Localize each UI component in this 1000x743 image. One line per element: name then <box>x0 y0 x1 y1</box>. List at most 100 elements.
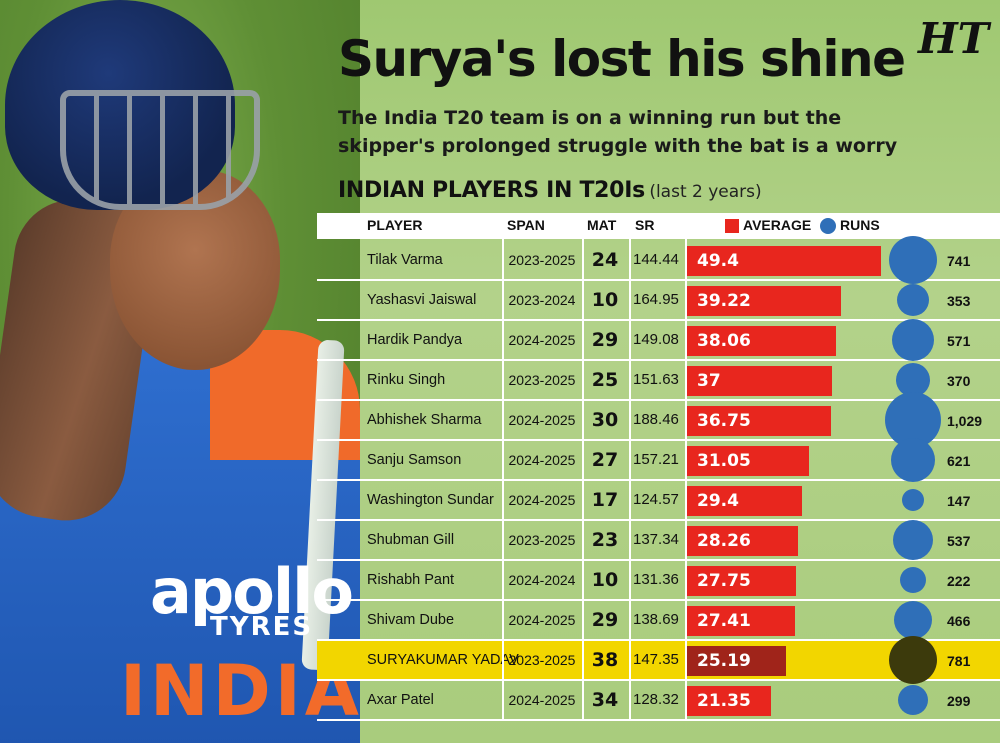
player-name: Sanju Samson <box>367 452 462 468</box>
runs-legend-swatch <box>820 218 836 234</box>
average-legend-swatch <box>725 219 739 233</box>
runs-bubble <box>896 363 930 397</box>
average-bar <box>687 686 771 716</box>
stats-table: PLAYER SPAN MAT SR AVERAGE RUNS Tilak Va… <box>317 213 1000 743</box>
player-strike-rate: 164.95 <box>633 291 679 308</box>
player-span: 2023-2025 <box>508 372 576 388</box>
player-strike-rate: 138.69 <box>633 611 679 628</box>
player-name: SURYAKUMAR YADAV <box>367 652 519 668</box>
runs-label: 1,029 <box>947 413 983 429</box>
jersey-sponsor-sub: TYRES <box>210 612 314 642</box>
player-strike-rate: 147.35 <box>633 651 679 668</box>
player-matches: 10 <box>591 289 619 311</box>
player-span: 2024-2025 <box>508 612 576 628</box>
column-divider <box>582 213 584 721</box>
player-span: 2024-2024 <box>508 572 576 588</box>
player-matches: 29 <box>591 609 619 631</box>
player-strike-rate: 128.32 <box>633 691 679 708</box>
player-matches: 17 <box>591 489 619 511</box>
average-label: 38.06 <box>697 331 751 351</box>
runs-bubble <box>889 236 937 284</box>
table-row: Shivam Dube 2024-2025 29 138.69 27.41 466 <box>317 601 1000 641</box>
player-matches: 38 <box>591 649 619 671</box>
table-row: Rinku Singh 2023-2025 25 151.63 37 370 <box>317 361 1000 401</box>
helmet-grille <box>60 90 260 210</box>
column-divider <box>502 213 504 721</box>
runs-label: 537 <box>947 533 971 549</box>
table-row: Rishabh Pant 2024-2024 10 131.36 27.75 222 <box>317 561 1000 601</box>
runs-label: 466 <box>947 613 971 629</box>
player-strike-rate: 151.63 <box>633 371 679 388</box>
player-photo: apollo TYRES INDIA <box>0 0 360 743</box>
average-label: 25.19 <box>697 651 751 671</box>
runs-label: 353 <box>947 293 971 309</box>
player-name: Yashasvi Jaiswal <box>367 292 477 308</box>
average-bar <box>687 446 809 476</box>
header-span: SPAN <box>507 217 545 233</box>
table-row: Abhishek Sharma 2024-2025 30 188.46 36.75 1,0… <box>317 392 1000 448</box>
player-strike-rate: 188.46 <box>633 411 679 428</box>
average-bar <box>687 606 795 636</box>
player-name: Tilak Varma <box>367 252 443 268</box>
player-matches: 25 <box>591 369 619 391</box>
average-label: 28.26 <box>697 531 751 551</box>
table-row: Axar Patel 2024-2025 34 128.32 21.35 299 <box>317 681 1000 721</box>
player-span: 2023-2025 <box>508 532 576 548</box>
runs-bubble <box>893 520 933 560</box>
player-span: 2024-2025 <box>508 452 576 468</box>
player-name: Hardik Pandya <box>367 332 463 348</box>
table-row: Hardik Pandya 2024-2025 29 149.08 38.06 571 <box>317 319 1000 361</box>
average-bar <box>687 526 798 556</box>
runs-bubble <box>900 567 926 593</box>
table-row: Washington Sundar 2024-2025 17 124.57 29.4 14… <box>317 481 1000 521</box>
player-matches: 10 <box>591 569 619 591</box>
average-bar <box>687 566 796 596</box>
runs-bubble <box>889 636 937 684</box>
table-header: PLAYER SPAN MAT SR AVERAGE RUNS <box>317 213 1000 239</box>
player-matches: 30 <box>591 409 619 431</box>
player-name: Shubman Gill <box>367 532 455 548</box>
table-row: Yashasvi Jaiswal 2023-2024 10 164.95 39.22 35… <box>317 281 1000 321</box>
table-row: Tilak Varma 2023-2025 24 144.44 49.4 741 <box>317 236 1000 284</box>
table-row: Shubman Gill 2023-2025 23 137.34 28.26 537 <box>317 520 1000 561</box>
player-span: 2023-2025 <box>508 652 576 668</box>
player-span: 2024-2025 <box>508 492 576 508</box>
ht-logo: HT <box>918 14 989 63</box>
runs-bubble <box>894 601 932 639</box>
average-label: 29.4 <box>697 491 739 511</box>
player-strike-rate: 124.57 <box>633 491 679 508</box>
runs-label: 781 <box>947 653 971 669</box>
average-bar <box>687 406 831 436</box>
standfirst: The India T20 team is on a winning run b… <box>338 107 898 157</box>
header-sr: SR <box>635 217 655 233</box>
runs-label: 147 <box>947 493 971 509</box>
average-label: 21.35 <box>697 691 751 711</box>
player-matches: 34 <box>591 689 619 711</box>
average-label: 49.4 <box>697 251 739 271</box>
player-span: 2023-2024 <box>508 292 576 308</box>
player-span: 2024-2025 <box>508 332 576 348</box>
player-strike-rate: 157.21 <box>633 451 679 468</box>
runs-label: 370 <box>947 373 971 389</box>
runs-bubble <box>892 319 934 361</box>
player-strike-rate: 137.34 <box>633 531 679 548</box>
section-heading: INDIAN PLAYERS IN T20Is (last 2 years) <box>338 178 762 203</box>
player-name: Shivam Dube <box>367 612 455 628</box>
headline: Surya's lost his shine <box>338 30 906 88</box>
section-title: INDIAN PLAYERS IN T20Is <box>338 178 645 203</box>
average-label: 39.22 <box>697 291 751 311</box>
player-strike-rate: 131.36 <box>633 571 679 588</box>
column-divider <box>685 213 687 721</box>
average-label: 37 <box>697 371 721 391</box>
player-matches: 23 <box>591 529 619 551</box>
player-name: Rinku Singh <box>367 372 446 388</box>
header-runs: RUNS <box>840 217 880 233</box>
player-name: Washington Sundar <box>367 492 494 508</box>
header-player: PLAYER <box>367 217 423 233</box>
runs-bubble <box>891 438 935 482</box>
average-bar <box>687 326 836 356</box>
average-bar <box>687 486 802 516</box>
header-mat: MAT <box>587 217 617 233</box>
runs-label: 299 <box>947 693 971 709</box>
